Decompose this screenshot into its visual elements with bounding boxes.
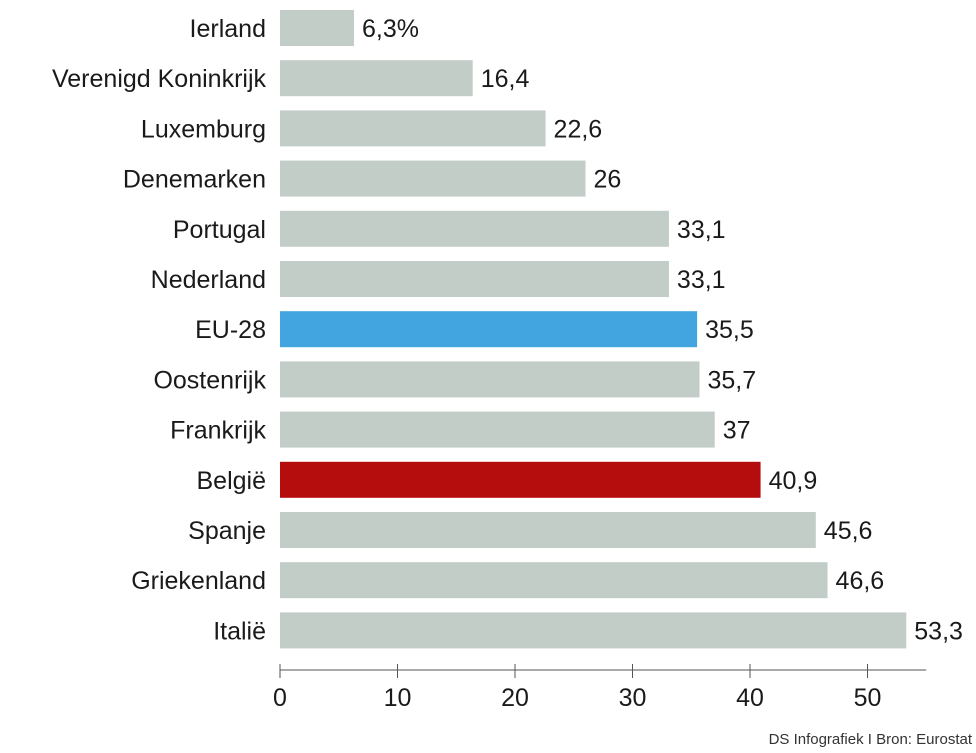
bar-griekenland	[280, 562, 828, 599]
category-label-portugal: Portugal	[173, 216, 266, 244]
x-tick-label-30: 30	[619, 684, 647, 712]
value-label-portugal: 33,1	[677, 216, 726, 244]
category-label-frankrijk: Frankrijk	[170, 417, 266, 445]
bar-oostenrijk	[280, 361, 700, 398]
value-label-oostenrijk: 35,7	[707, 366, 756, 394]
bar-frankrijk	[280, 411, 715, 448]
source-credit: DS Infografiek I Bron: Eurostat	[769, 731, 973, 748]
category-label-nederland: Nederland	[151, 266, 266, 294]
bar-portugal	[280, 210, 669, 247]
value-label-italie: 53,3	[914, 617, 963, 645]
x-tick-label-10: 10	[384, 684, 412, 712]
value-label-verenigd-koninkrijk: 16,4	[481, 65, 530, 93]
category-label-spanje: Spanje	[188, 517, 266, 545]
value-label-denemarken: 26	[594, 166, 622, 194]
value-label-nederland: 33,1	[677, 266, 726, 294]
value-label-spanje: 45,6	[824, 517, 873, 545]
bar-belgie	[280, 461, 761, 498]
category-label-denemarken: Denemarken	[123, 166, 266, 194]
value-label-griekenland: 46,6	[836, 567, 885, 595]
bar-ierland	[280, 10, 355, 46]
category-label-luxemburg: Luxemburg	[141, 115, 266, 143]
bar-italie	[280, 612, 907, 649]
bar-nederland	[280, 261, 669, 297]
bar-spanje	[280, 512, 816, 548]
bar-eu-28	[280, 311, 698, 348]
value-label-eu-28: 35,5	[705, 316, 754, 344]
x-tick-label-0: 0	[273, 684, 287, 712]
category-label-italie: Italië	[213, 617, 266, 645]
value-label-ierland: 6,3%	[362, 15, 419, 43]
bars-layer: Ierland 6,3% Verenigd Koninkrijk 16,4 Luxemb…	[52, 10, 963, 649]
bar-verenigd-koninkrijk	[280, 60, 473, 97]
value-label-belgie: 40,9	[769, 467, 818, 495]
category-label-eu-28: EU-28	[195, 316, 266, 344]
x-tick-label-40: 40	[736, 684, 764, 712]
category-label-griekenland: Griekenland	[131, 567, 266, 595]
category-label-oostenrijk: Oostenrijk	[153, 366, 266, 394]
value-label-frankrijk: 37	[723, 417, 751, 445]
category-label-belgie: België	[197, 467, 267, 495]
x-tick-label-20: 20	[501, 684, 529, 712]
x-axis: 0 10 20 30 40 50	[273, 664, 927, 712]
category-label-verenigd-koninkrijk: Verenigd Koninkrijk	[52, 65, 267, 93]
x-tick-label-50: 50	[854, 684, 882, 712]
bar-luxemburg	[280, 110, 546, 147]
value-label-luxemburg: 22,6	[554, 115, 603, 143]
bar-denemarken	[280, 160, 586, 197]
category-label-ierland: Ierland	[190, 15, 266, 43]
